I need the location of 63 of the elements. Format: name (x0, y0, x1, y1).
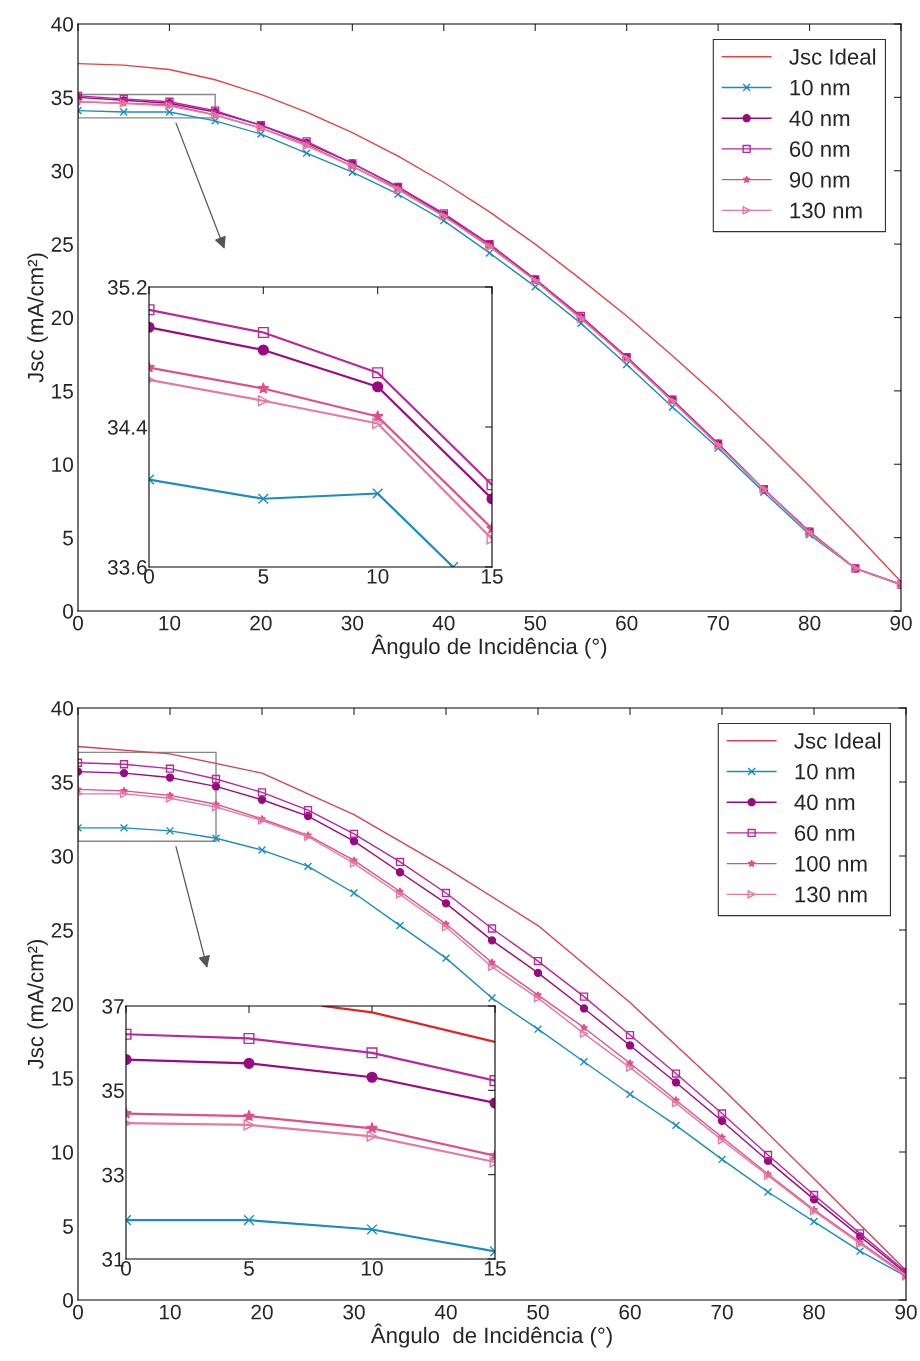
x-tick-label: 40 (432, 615, 455, 631)
x-tick-label: 10 (159, 615, 181, 631)
y-tick-label: 35.2 (107, 280, 147, 295)
legend-label: 60 nm (789, 141, 850, 157)
x-axis-title: Ângulo de Incidência (°) (371, 634, 607, 659)
x-axis-title: Ângulo de Incidência (°) (370, 1323, 612, 1348)
y-tick-label: 35 (51, 90, 73, 106)
x-tick-label: 50 (524, 615, 546, 631)
y-tick-label: 15 (52, 1071, 73, 1086)
y-tick-label: 30 (51, 163, 74, 179)
y-tick-label: 10 (52, 1145, 74, 1160)
x-tick-label: 70 (711, 1304, 733, 1320)
x-tick-label: 80 (803, 1304, 825, 1320)
y-tick-label: 5 (63, 1219, 73, 1234)
y-tick-label: 33 (102, 1167, 124, 1183)
x-tick-label: 30 (343, 1304, 365, 1320)
legend-label: Jsc Ideal (794, 732, 881, 749)
y-tick-label: 20 (51, 997, 74, 1012)
legend-label: Jsc Ideal (789, 48, 876, 65)
x-tick-label: 30 (341, 615, 364, 631)
y-tick-label: 0 (63, 604, 74, 619)
y-tick-label: 34.4 (107, 420, 148, 435)
y-tick-label: 0 (63, 1293, 74, 1308)
x-tick-label: 20 (250, 615, 272, 631)
y-tick-label: 10 (52, 457, 74, 472)
x-tick-label: 70 (707, 615, 729, 631)
legend-label: 130 nm (795, 886, 867, 903)
x-tick-label: 90 (890, 615, 912, 631)
y-tick-label: 35 (51, 775, 73, 790)
y-tick-label: 20 (51, 310, 74, 326)
x-tick-label: 5 (258, 569, 269, 584)
y-tick-label: 35 (102, 1083, 124, 1099)
y-axis-title: Jsc (mA/cm²) (27, 939, 48, 1070)
legend-label: 60 nm (794, 825, 855, 841)
legend-label: 100 nm (795, 855, 867, 872)
y-tick-label: 5 (63, 530, 73, 546)
x-tick-label: 15 (485, 1261, 506, 1276)
x-tick-label: 15 (482, 569, 503, 584)
x-tick-label: 20 (251, 1304, 273, 1320)
y-tick-label: 37 (102, 999, 124, 1014)
x-tick-label: 10 (160, 1304, 181, 1320)
y-tick-label: 25 (51, 237, 73, 252)
x-tick-label: 10 (367, 568, 389, 584)
legend-label: 10 nm (795, 763, 855, 780)
y-axis-title: Jsc (mA/cm²) (27, 253, 48, 383)
x-tick-label: 80 (798, 615, 821, 631)
y-tick-label: 40 (51, 701, 74, 716)
x-tick-label: 40 (434, 1304, 457, 1320)
x-tick-label: 10 (362, 1260, 383, 1276)
x-tick-label: 50 (527, 1304, 549, 1320)
x-tick-label: 60 (619, 1304, 641, 1320)
y-tick-label: 40 (51, 17, 74, 32)
legend-label: 40 nm (789, 110, 850, 127)
x-tick-label: 90 (895, 1304, 917, 1320)
x-tick-label: 60 (616, 615, 638, 631)
legend-label: 40 nm (794, 794, 855, 811)
y-tick-label: 15 (52, 384, 73, 399)
legend-label: 10 nm (790, 79, 850, 96)
x-tick-label: 5 (244, 1261, 254, 1276)
legend-label: 130 nm (790, 202, 862, 219)
y-tick-label: 30 (51, 849, 74, 864)
y-tick-label: 25 (51, 923, 73, 938)
legend-label: 90 nm (789, 171, 850, 188)
